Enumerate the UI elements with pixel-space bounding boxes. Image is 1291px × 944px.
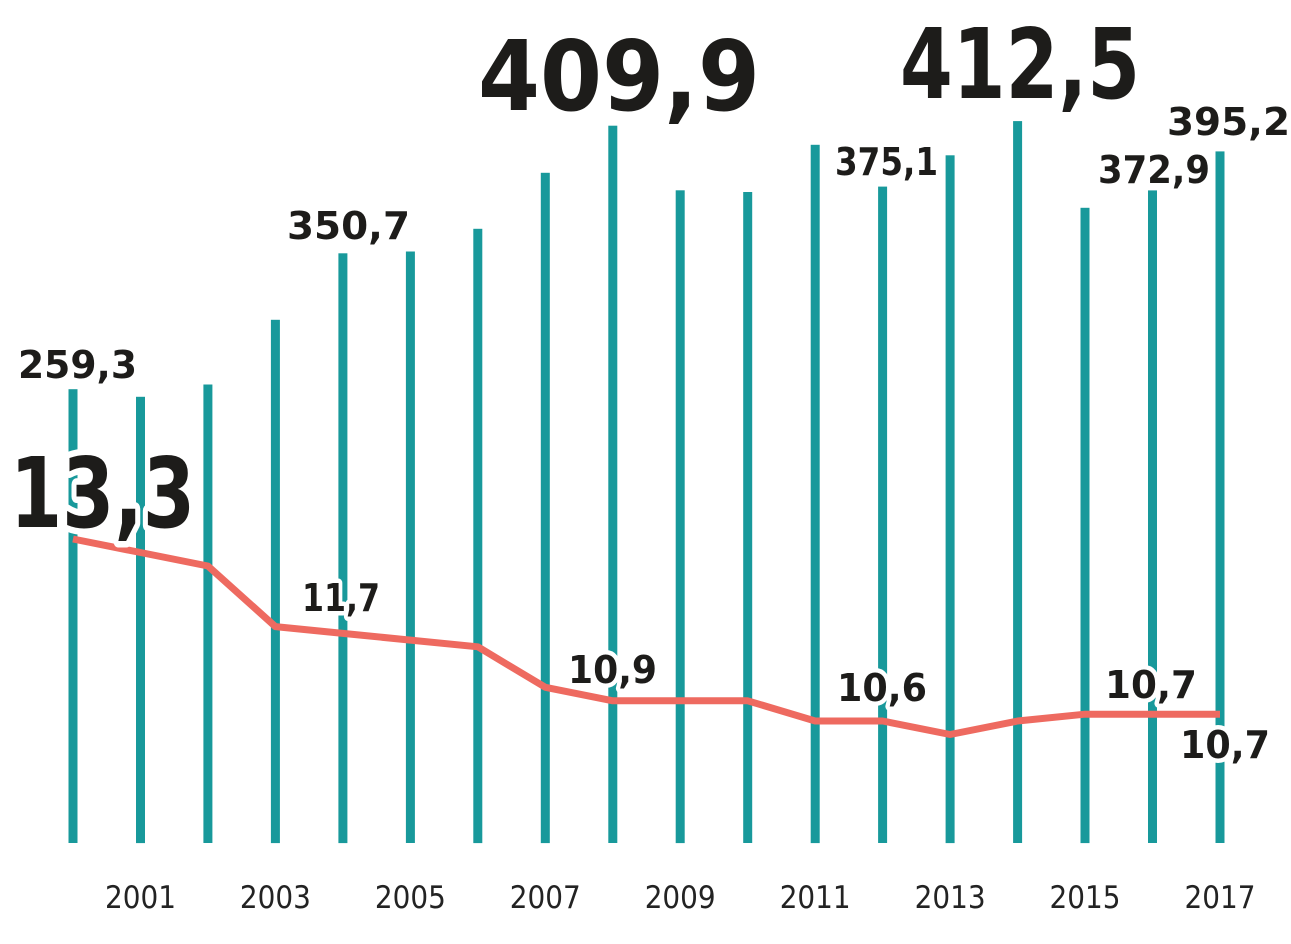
bar-2004 [338,253,348,844]
bar-2003 [270,319,280,844]
bar-2007 [540,172,550,844]
x-tick-2017: 2017 [1185,880,1256,916]
bar-2010 [743,192,753,843]
bar-value-label-2017: 395,2 [1167,100,1290,144]
trend-line-layer [72,535,1220,738]
line-value-label-2008: 10,9 [568,648,657,692]
bar-2000 [68,389,78,843]
bar-2009 [675,190,685,844]
x-tick-2007: 2007 [510,880,581,916]
bar-value-label-2016: 372,9 [1098,148,1210,192]
x-tick-2015: 2015 [1050,880,1121,916]
bar-value-label-2004: 350,7 [287,204,410,248]
x-tick-2005: 2005 [375,880,446,916]
line-value-label-2016: 10,7 [1105,663,1197,707]
bar-value-label-2008: 409,9 [478,20,760,133]
line-value-label-2017: 10,7 [1180,723,1270,767]
trend-line [72,535,1220,738]
bar-2017 [1215,151,1225,843]
line-value-label-2004: 11,7 [302,576,380,620]
bar-2016 [1148,190,1157,843]
x-tick-2003: 2003 [240,880,311,916]
bar-2013 [945,155,955,844]
line-value-label-2000: 13,3 [10,437,195,550]
bars-layer [68,121,1225,844]
x-tick-2009: 2009 [645,880,716,916]
x-axis-layer: 2001 2003 2005 2007 2009 2011 2013 2015 2017 [105,880,1256,916]
bar-value-label-2000: 259,3 [18,343,137,387]
bar-2011 [810,144,820,844]
bar-value-label-2014: 412,5 [900,8,1140,121]
bar-value-label-2012: 375,1 [835,140,938,184]
bar-2002 [203,384,213,843]
bar-2012 [878,186,888,844]
x-tick-2001: 2001 [105,880,176,916]
bar-2008 [608,125,618,843]
bar-2015 [1080,207,1090,844]
bar-2001 [136,396,145,844]
x-tick-2013: 2013 [915,880,986,916]
bar-2006 [473,228,483,844]
x-tick-2011: 2011 [780,880,851,916]
bar-2005 [405,251,415,843]
line-value-label-2012: 10,6 [837,666,927,710]
bar-2014 [1013,121,1023,844]
